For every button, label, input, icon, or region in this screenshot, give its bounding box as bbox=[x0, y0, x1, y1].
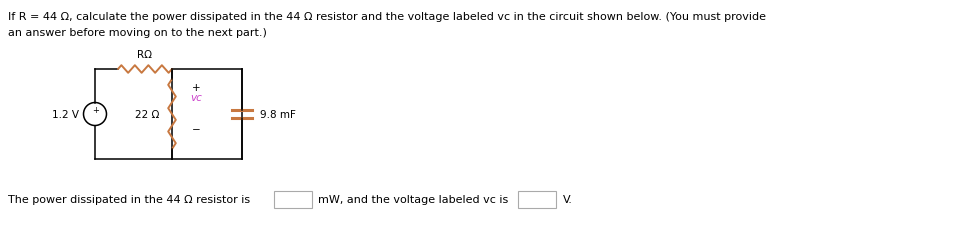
Text: −: − bbox=[192, 125, 201, 134]
Text: 9.8 mF: 9.8 mF bbox=[260, 109, 295, 119]
Text: 22 Ω: 22 Ω bbox=[135, 109, 159, 119]
Text: an answer before moving on to the next part.): an answer before moving on to the next p… bbox=[8, 28, 267, 38]
Text: If R = 44 Ω, calculate the power dissipated in the 44 Ω resistor and the voltage: If R = 44 Ω, calculate the power dissipa… bbox=[8, 12, 766, 22]
FancyBboxPatch shape bbox=[518, 191, 556, 208]
FancyBboxPatch shape bbox=[273, 191, 312, 208]
Text: RΩ: RΩ bbox=[138, 50, 153, 60]
Text: +: + bbox=[93, 106, 99, 115]
Text: mW, and the voltage labeled vᴄ is: mW, and the voltage labeled vᴄ is bbox=[317, 194, 508, 204]
Text: The power dissipated in the 44 Ω resistor is: The power dissipated in the 44 Ω resisto… bbox=[8, 194, 250, 204]
Text: 1.2 V: 1.2 V bbox=[52, 109, 79, 119]
Text: V.: V. bbox=[562, 194, 573, 204]
Text: +: + bbox=[192, 83, 201, 93]
Text: vᴄ: vᴄ bbox=[190, 93, 203, 103]
